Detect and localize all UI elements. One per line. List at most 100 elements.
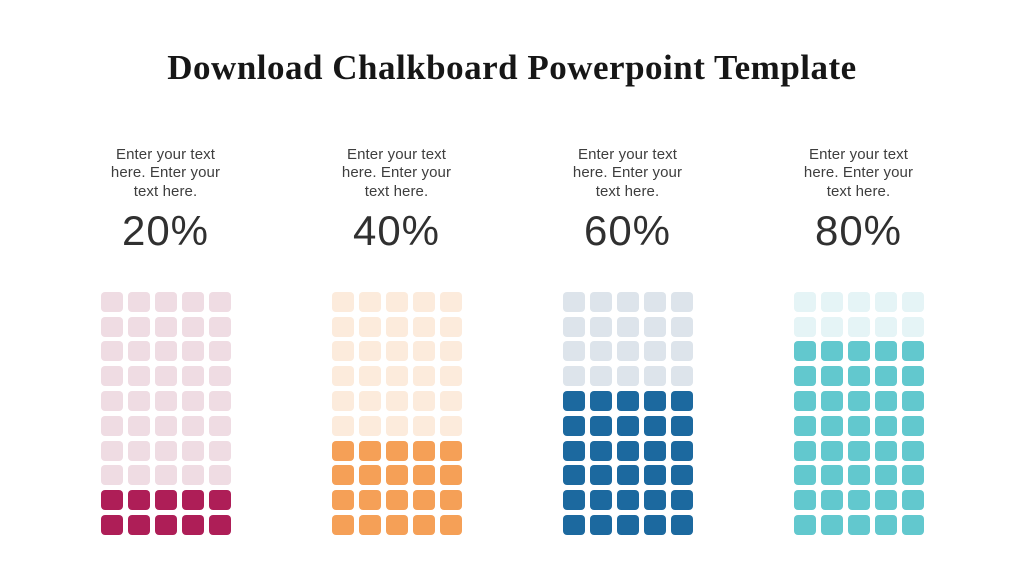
waffle-cell-filled [670, 490, 693, 511]
waffle-cell-empty [100, 316, 123, 337]
percent-value: 20% [121, 206, 210, 254]
waffle-cell-filled [589, 465, 612, 486]
waffle-cell-filled [331, 490, 354, 511]
waffle-cell-empty [562, 366, 585, 387]
waffle-cell-empty [670, 316, 693, 337]
waffle-cell-empty [562, 316, 585, 337]
waffle-cell-empty [439, 366, 462, 387]
waffle-cell-empty [358, 291, 381, 312]
waffle-cell-filled [874, 515, 897, 536]
waffle-cell-filled [562, 415, 585, 436]
waffle-cell-filled [793, 515, 816, 536]
waffle-cell-empty [412, 366, 435, 387]
waffle-cell-filled [670, 515, 693, 536]
waffle-cell-empty [616, 341, 639, 362]
waffle-cell-empty [181, 391, 204, 412]
waffle-cell-empty [847, 316, 870, 337]
waffle-cell-empty [439, 415, 462, 436]
waffle-cell-empty [901, 316, 924, 337]
waffle-cell-empty [439, 316, 462, 337]
waffle-cell-filled [331, 440, 354, 461]
stat-column-60: Enter your text here. Enter your text he… [512, 146, 743, 536]
waffle-cell-empty [439, 341, 462, 362]
waffle-cell-filled [820, 440, 843, 461]
stat-columns-row: Enter your text here. Enter your text he… [0, 146, 1024, 536]
waffle-cell-empty [358, 391, 381, 412]
waffle-cell-empty [181, 291, 204, 312]
waffle-cell-empty [127, 341, 150, 362]
waffle-cell-empty [358, 366, 381, 387]
waffle-cell-empty [847, 291, 870, 312]
waffle-cell-empty [670, 341, 693, 362]
waffle-cell-filled [670, 391, 693, 412]
waffle-cell-empty [670, 366, 693, 387]
waffle-cell-empty [616, 366, 639, 387]
waffle-cell-empty [820, 316, 843, 337]
waffle-cell-empty [127, 316, 150, 337]
waffle-cell-filled [847, 366, 870, 387]
waffle-cell-filled [643, 415, 666, 436]
waffle-cell-filled [616, 415, 639, 436]
waffle-cell-empty [181, 415, 204, 436]
waffle-cell-empty [154, 465, 177, 486]
waffle-cell-empty [331, 391, 354, 412]
waffle-cell-filled [901, 465, 924, 486]
waffle-cell-empty [331, 316, 354, 337]
waffle-cell-empty [208, 316, 231, 337]
waffle-cell-empty [412, 415, 435, 436]
waffle-cell-empty [412, 391, 435, 412]
waffle-cell-filled [616, 440, 639, 461]
waffle-cell-empty [208, 415, 231, 436]
waffle-cell-empty [412, 316, 435, 337]
waffle-cell-filled [589, 440, 612, 461]
waffle-cell-filled [616, 490, 639, 511]
waffle-cell-filled [616, 465, 639, 486]
waffle-cell-filled [643, 515, 666, 536]
waffle-cell-filled [820, 515, 843, 536]
waffle-cell-filled [589, 490, 612, 511]
waffle-cell-empty [643, 341, 666, 362]
waffle-cell-filled [874, 490, 897, 511]
waffle-cell-filled [616, 391, 639, 412]
waffle-cell-empty [208, 465, 231, 486]
placeholder-text: Enter your text here. Enter your text he… [803, 146, 914, 200]
waffle-cell-filled [874, 440, 897, 461]
percent-value: 40% [352, 206, 441, 254]
waffle-cell-empty [127, 291, 150, 312]
waffle-cell-filled [847, 415, 870, 436]
waffle-cell-filled [412, 465, 435, 486]
waffle-cell-filled [562, 490, 585, 511]
waffle-cell-filled [820, 366, 843, 387]
waffle-cell-empty [385, 341, 408, 362]
waffle-cell-filled [385, 490, 408, 511]
waffle-cell-filled [385, 440, 408, 461]
waffle-cell-filled [412, 515, 435, 536]
waffle-cell-filled [208, 515, 231, 536]
waffle-cell-filled [847, 391, 870, 412]
waffle-cell-filled [793, 440, 816, 461]
waffle-cell-empty [670, 291, 693, 312]
waffle-cell-empty [331, 341, 354, 362]
waffle-cell-filled [331, 465, 354, 486]
waffle-cell-filled [901, 415, 924, 436]
waffle-cell-filled [874, 415, 897, 436]
placeholder-text: Enter your text here. Enter your text he… [341, 146, 452, 200]
waffle-cell-empty [154, 291, 177, 312]
waffle-cell-empty [820, 291, 843, 312]
waffle-cell-empty [208, 341, 231, 362]
waffle-cell-filled [208, 490, 231, 511]
waffle-cell-filled [847, 341, 870, 362]
waffle-cell-empty [385, 316, 408, 337]
waffle-cell-filled [847, 490, 870, 511]
waffle-cell-filled [901, 366, 924, 387]
waffle-cell-filled [901, 440, 924, 461]
waffle-cell-empty [616, 291, 639, 312]
waffle-chart-60 [562, 291, 693, 536]
waffle-cell-filled [643, 490, 666, 511]
waffle-cell-filled [562, 515, 585, 536]
waffle-cell-filled [154, 490, 177, 511]
waffle-cell-filled [874, 391, 897, 412]
waffle-cell-filled [793, 366, 816, 387]
waffle-cell-filled [331, 515, 354, 536]
